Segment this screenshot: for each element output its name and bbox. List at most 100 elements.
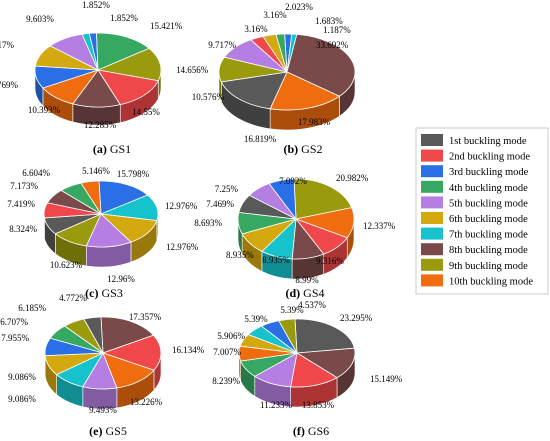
legend-swatch xyxy=(421,258,443,271)
legend-swatch xyxy=(421,212,443,224)
caption-name: GS3 xyxy=(98,286,122,300)
legend-swatch xyxy=(421,180,443,193)
slice-value-label: 13.226% xyxy=(130,397,163,407)
slice-value-label: 7.007% xyxy=(213,347,241,357)
slice-value-label: 1.683% xyxy=(315,16,343,26)
legend-swatch xyxy=(421,165,443,178)
slice-value-label: 6.604% xyxy=(22,168,50,178)
slice-value-label: 8.99% xyxy=(295,275,319,285)
caption-letter: (e) xyxy=(89,424,102,438)
legend-label: 6th buckling mode xyxy=(449,214,528,225)
slice-value-label: 13.853% xyxy=(302,400,335,410)
pie-slices xyxy=(237,178,355,260)
pie-slice-mode-1 xyxy=(220,71,288,110)
slice-value-label: 9.717% xyxy=(208,40,236,50)
legend-label: 8th buckling mode xyxy=(449,245,528,256)
slice-value-label: 8.935% xyxy=(262,255,290,265)
slice-value-label: 10.393% xyxy=(28,105,61,115)
slice-value-label: 7.955% xyxy=(1,333,29,343)
pie-slice-mode-7 xyxy=(81,32,99,71)
slice-value-label: 9.493% xyxy=(89,405,117,415)
pie-slice-mode-8 xyxy=(100,316,155,354)
pie-slice-mode-1 xyxy=(294,318,355,354)
pie-slice-mode-4 xyxy=(275,33,288,73)
pie-slice-mode-3 xyxy=(98,180,149,215)
legend-swatch xyxy=(421,274,443,287)
pie-chart-gs5: 17.357% 16.134% 13.226% 9.493% 9.086% 9.086% 7… xyxy=(0,293,205,438)
legend-swatch xyxy=(421,196,443,209)
slice-value-label: 15.421% xyxy=(150,21,183,31)
slice-value-label: 4.772% xyxy=(59,293,87,303)
legend: 1st buckling mode 2nd buckling mode 3rd bu… xyxy=(415,127,549,295)
legend-swatch xyxy=(421,227,443,240)
slice-value-label: 5.39% xyxy=(244,314,268,324)
subfigure-caption: (d) GS4 xyxy=(285,286,324,300)
slice-value-label: 3.16% xyxy=(263,10,287,20)
pie-slice-mode-9 xyxy=(278,318,298,354)
pie-side-walls xyxy=(44,352,162,410)
slice-value-label: 20.982% xyxy=(336,173,369,183)
slice-value-label: 5.146% xyxy=(82,166,110,176)
slice-value-label: 12.96% xyxy=(107,274,135,284)
slice-value-label: 23.295% xyxy=(340,313,373,323)
legend-swatch xyxy=(421,243,443,256)
subfigure-caption: (a) GS1 xyxy=(93,142,131,156)
legend-label: 1st buckling mode xyxy=(449,136,527,147)
legend-label: 10th buckling mode xyxy=(449,276,533,287)
caption-name: GS4 xyxy=(300,286,324,300)
slice-value-label: 17.357% xyxy=(129,312,162,322)
pie-chart-gs6: 23.295% 15.149% 13.853% 11.233% 8.239% 7.007%… xyxy=(212,300,403,438)
slice-value-label: 5.906% xyxy=(217,331,245,341)
slice-value-label: 1.852% xyxy=(110,13,138,23)
pie-slice-mode-9 xyxy=(293,178,353,220)
slice-value-label: 8.935% xyxy=(226,250,254,260)
pie-slice-mode-2 xyxy=(97,69,159,106)
subfigure-caption: (c) GS3 xyxy=(85,286,123,300)
caption-name: GS1 xyxy=(107,142,131,156)
pie-side-walls xyxy=(238,352,356,408)
caption-name: GS2 xyxy=(298,142,322,156)
pie-chart-gs3: 15.798% 12.976% 12.976% 12.96% 10.623% 8.324%… xyxy=(7,166,199,300)
slice-value-label: 16.134% xyxy=(172,345,205,355)
pie-slice-mode-1 xyxy=(83,316,104,354)
slice-value-label: 15.149% xyxy=(370,374,403,384)
slice-value-label: 9.086% xyxy=(8,372,36,382)
pie-slice-mode-3 xyxy=(268,178,297,221)
pie-chart-gs1: 1.852% 15.421% 14.656% 14.55% 12.285% 10.393%… xyxy=(0,0,209,156)
slice-value-label: 1.852% xyxy=(82,0,110,10)
caption-name: GS5 xyxy=(102,424,126,438)
slice-value-label: 12.976% xyxy=(165,201,198,211)
caption-letter: (c) xyxy=(85,286,98,300)
slice-value-label: 7.173% xyxy=(10,181,38,191)
pie-slice-mode-8 xyxy=(286,33,356,97)
legend-label: 3rd buckling mode xyxy=(449,167,529,178)
pie-slices xyxy=(44,316,162,390)
pie-chart-gs4: 20.982% 12.337% 9.316% 8.99% 8.935% 8.935% 8.6… xyxy=(194,173,396,300)
slice-value-label: 9.617% xyxy=(0,40,15,50)
subfigure-caption: (b) GS2 xyxy=(283,142,322,156)
caption-letter: (f) xyxy=(293,424,305,438)
legend-label: 2nd buckling mode xyxy=(449,152,530,163)
slice-value-label: 7.25% xyxy=(215,184,239,194)
pie-slices xyxy=(218,33,356,111)
slice-value-label: 2.023% xyxy=(285,2,313,12)
slice-value-label: 9.769% xyxy=(0,80,19,90)
pie-side-walls xyxy=(34,69,162,126)
slice-value-label: 7.092% xyxy=(279,176,307,186)
slice-value-label: 5.39% xyxy=(280,305,304,315)
pie-slices xyxy=(43,180,159,248)
legend-swatch xyxy=(421,134,443,146)
pie-slice-mode-10 xyxy=(269,71,341,111)
slice-value-label: 17.983% xyxy=(298,117,331,127)
slice-value-label: 14.55% xyxy=(132,107,160,117)
slice-value-label: 11.233% xyxy=(260,400,292,410)
slice-value-label: 10.623% xyxy=(50,260,83,270)
slice-value-label: 10.576% xyxy=(192,92,225,102)
subfigure-caption: (e) GS5 xyxy=(89,424,127,438)
slice-value-label: 8.239% xyxy=(212,376,240,386)
slice-value-label: 9.086% xyxy=(8,394,36,404)
pie-slices xyxy=(34,32,162,108)
slice-value-label: 12.976% xyxy=(166,242,199,252)
slice-value-label: 7.469% xyxy=(206,199,234,209)
